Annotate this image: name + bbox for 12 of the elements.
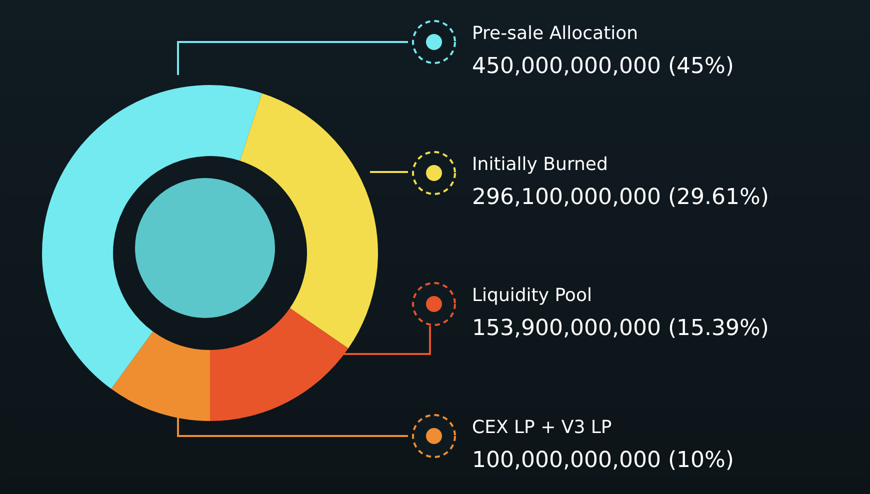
data-label: 450,000,000,000 (45%) (472, 53, 734, 81)
donut-slice (240, 93, 378, 348)
data-label: 100,000,000,000 (10%) (472, 447, 734, 475)
donut-slice (111, 331, 210, 421)
donut-slice (210, 308, 348, 421)
data-label: 296,100,000,000 (29.61%) (472, 184, 769, 212)
donut-slice (42, 85, 262, 389)
data-label: 153,900,000,000 (15.39%) (472, 315, 769, 343)
legend-label: Liquidity Pool (472, 284, 593, 308)
legend-label: Initially Burned (472, 153, 609, 177)
legend-label: CEX LP + V3 LP (472, 416, 613, 440)
legend-label: Pre-sale Allocation (472, 22, 640, 46)
